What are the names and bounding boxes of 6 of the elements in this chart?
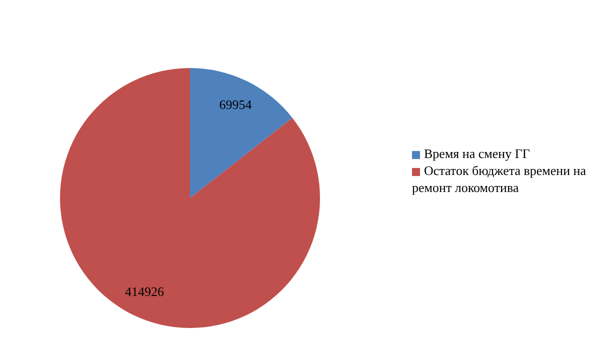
data-label: 414926	[124, 284, 164, 299]
legend-label: Остаток бюджета времени на ремонт локомотива	[412, 162, 586, 194]
legend-label: Время на смену ГГ	[424, 146, 530, 160]
data-label: 69954	[219, 97, 252, 112]
pie-slice	[190, 68, 292, 198]
pie-slice	[60, 68, 320, 328]
